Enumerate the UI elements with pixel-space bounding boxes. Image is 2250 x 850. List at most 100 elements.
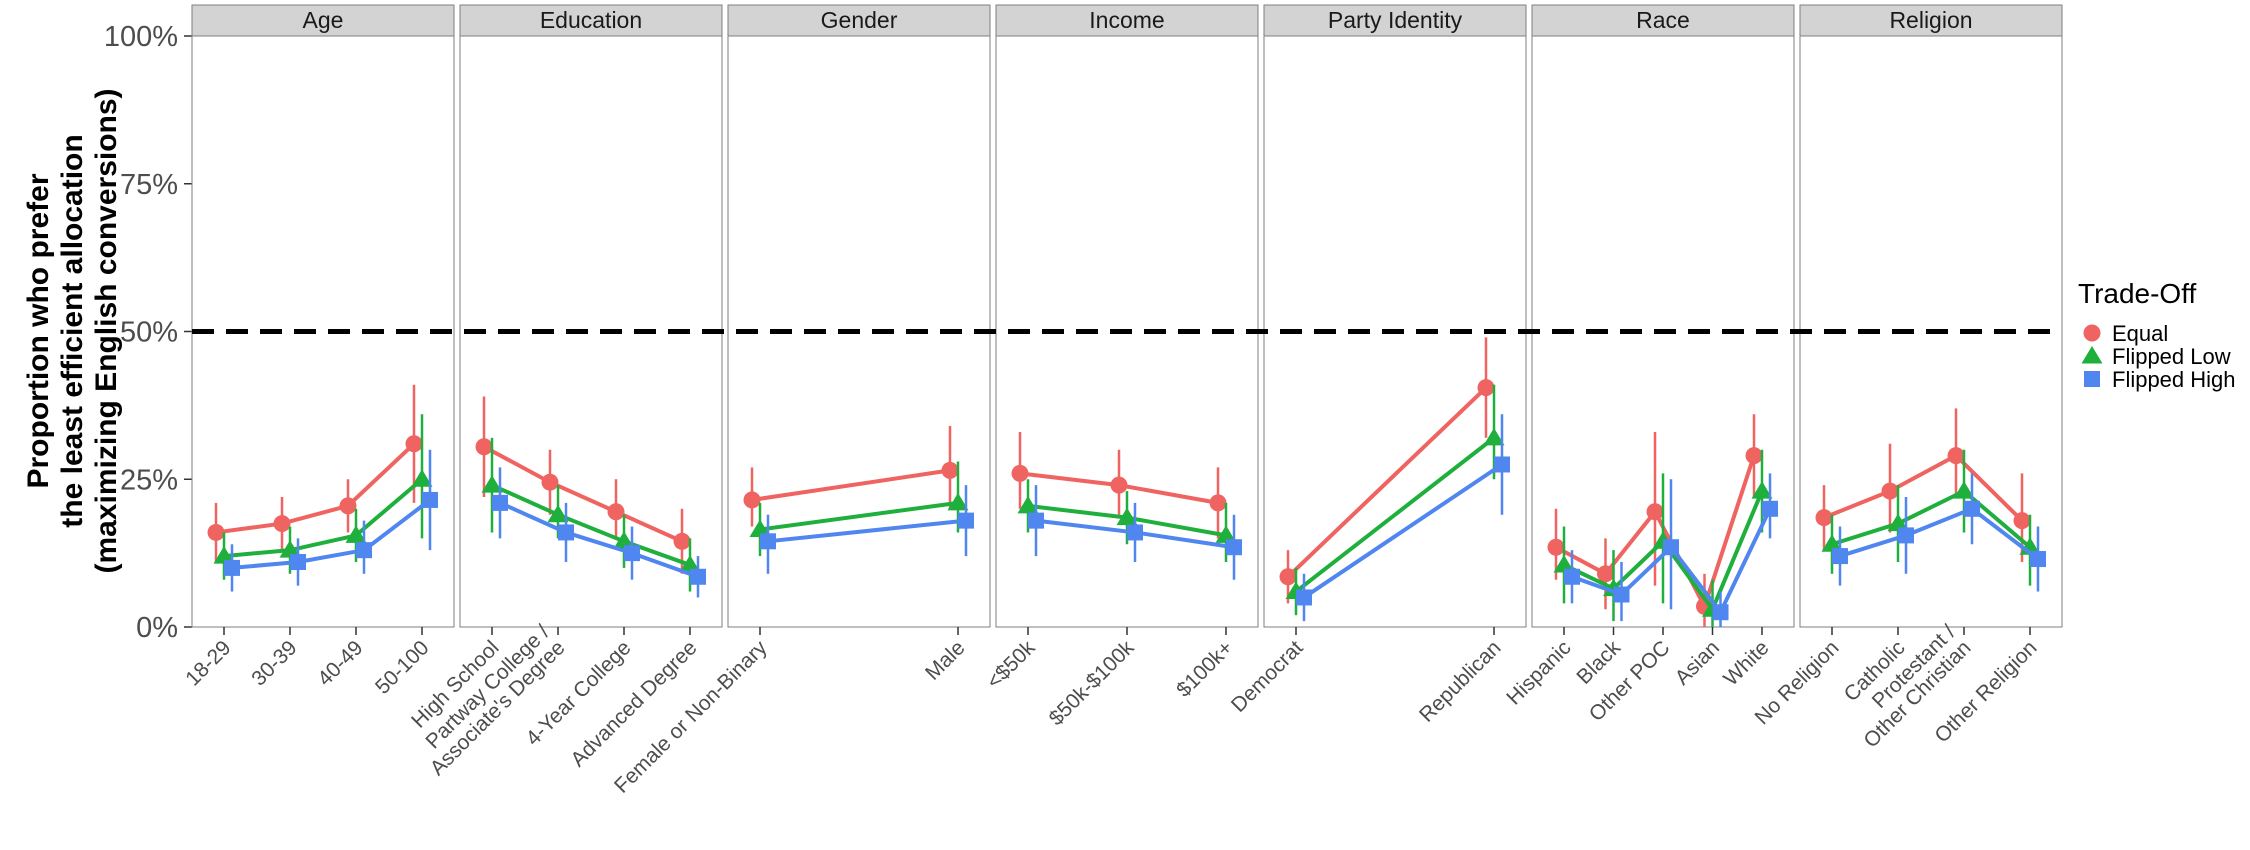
legend-label: Flipped High (2112, 367, 2236, 392)
data-point (1964, 500, 1980, 517)
data-point (1815, 509, 1833, 527)
data-point (558, 524, 574, 541)
x-tick-label: 40-49 (313, 636, 367, 690)
data-point (1011, 464, 1029, 482)
x-tick-label-line: 50-100 (371, 636, 434, 699)
data-point (1564, 568, 1580, 585)
data-point (1483, 427, 1505, 446)
data-point (279, 540, 301, 558)
panel-party-identity: Party Identity Democrat Republican (1227, 4, 1527, 727)
series-equal (1011, 431, 1227, 539)
y-axis-title-line: (maximizing English conversions) (90, 88, 123, 573)
data-point (213, 546, 235, 564)
series-line (223, 477, 424, 559)
data-point (1110, 476, 1128, 494)
data-point (273, 515, 291, 533)
legend-label: Flipped Low (2112, 344, 2231, 369)
series-flipped-low (1285, 384, 1505, 616)
panel-title: Income (1089, 7, 1164, 33)
series-flipped-high (1564, 473, 1778, 627)
series-line (1286, 386, 1488, 579)
data-point (743, 491, 761, 509)
y-tick-label: 75% (120, 169, 178, 201)
panel-title: Race (1636, 7, 1690, 33)
data-point (547, 504, 569, 523)
series-line (499, 501, 699, 579)
x-tick-label-line: <$50k (982, 636, 1039, 693)
data-point (1832, 548, 1848, 565)
data-point (1296, 589, 1312, 606)
y-axis-title-line: the least efficient allocation (56, 134, 89, 527)
x-tick-label: Advanced Degree (566, 636, 701, 771)
data-point (1663, 539, 1679, 556)
x-tick-label: Hispanic (1502, 636, 1575, 709)
data-point (1017, 495, 1039, 514)
data-point (339, 497, 357, 515)
series-line (1831, 488, 2032, 549)
legend-key (2081, 346, 2103, 364)
series-flipped-high (224, 449, 438, 592)
series-flipped-low (1553, 449, 1773, 627)
legend-key (2084, 371, 2100, 387)
x-tick-label: $100k+ (1172, 636, 1237, 701)
data-point (941, 461, 959, 479)
panel-title: Age (303, 7, 344, 33)
series-line (759, 500, 959, 532)
data-point (1477, 379, 1495, 397)
data-point (1215, 525, 1237, 543)
data-point (422, 491, 438, 508)
series-line (231, 498, 432, 570)
x-tick-label: Republican (1415, 636, 1506, 727)
legend-title: Trade-Off (2078, 278, 2196, 309)
data-point (760, 533, 776, 550)
data-point (1028, 512, 1044, 529)
x-tick-label: Asian (1671, 636, 1724, 689)
x-tick-label-line: $100k+ (1172, 636, 1237, 701)
y-axis-title: Proportion who prefer the least efficient… (22, 88, 123, 573)
y-axis-title-line: Proportion who prefer (22, 173, 55, 488)
panel-title: Religion (1889, 7, 1972, 33)
data-point (1279, 568, 1297, 586)
data-point (1762, 500, 1778, 517)
data-point (481, 475, 503, 493)
series-line (1823, 453, 2024, 523)
data-point (1751, 481, 1773, 499)
panel-age: Age 18-29 30-39 40-49 50-100 (181, 4, 455, 699)
data-point (411, 469, 433, 487)
series-flipped-high (1028, 485, 1242, 580)
panel-income: Income <$50k $50k-$100k $100k+ (982, 4, 1259, 730)
data-point (1547, 538, 1565, 556)
data-point (947, 492, 969, 511)
series-line (751, 468, 951, 502)
data-point (1494, 456, 1510, 473)
series-line (1302, 462, 1504, 600)
data-point (1712, 604, 1729, 621)
data-point (1127, 524, 1143, 541)
legend-key (2083, 324, 2101, 342)
data-point (356, 542, 372, 559)
series-line (767, 518, 967, 544)
series-flipped-high (760, 485, 974, 574)
data-point (690, 568, 706, 585)
data-point (749, 519, 771, 537)
data-point (2030, 551, 2046, 568)
panel-strip (1263, 4, 1527, 37)
series-flipped-low (213, 414, 433, 580)
panel-strip (191, 4, 455, 37)
data-point (1597, 565, 1614, 583)
panel-title: Education (540, 7, 642, 33)
data-point (475, 438, 493, 456)
series-line (215, 442, 416, 535)
x-tick-label-line: 40-49 (313, 636, 367, 690)
data-point (1613, 586, 1630, 603)
data-point (1116, 507, 1138, 526)
data-point (958, 512, 974, 529)
data-point (2013, 512, 2031, 530)
series-equal (743, 426, 959, 527)
x-tick-label-line: 30-39 (247, 636, 301, 690)
series-line (1294, 436, 1496, 594)
